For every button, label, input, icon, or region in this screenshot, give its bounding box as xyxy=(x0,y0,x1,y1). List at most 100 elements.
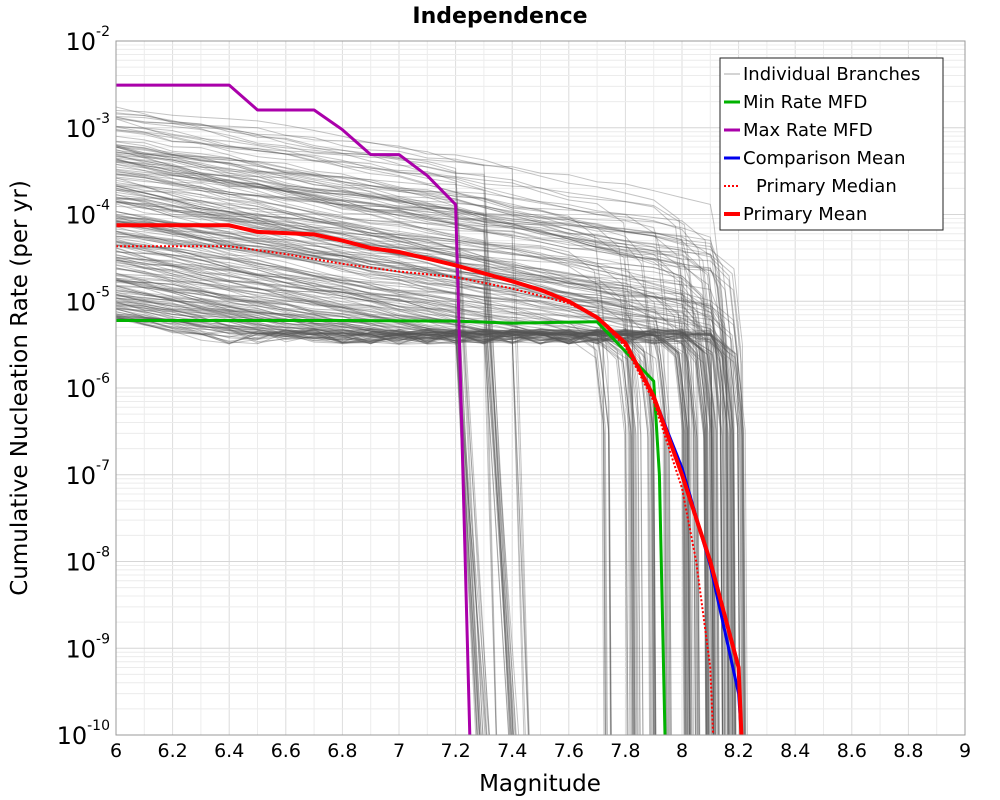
branch-line xyxy=(116,285,690,735)
y-tick-label: 10-5 xyxy=(65,284,110,316)
branch-line xyxy=(116,160,686,735)
branch-line xyxy=(116,185,611,735)
branch-line xyxy=(116,289,526,735)
branch-line xyxy=(116,158,636,735)
x-tick-label: 6.6 xyxy=(271,740,301,762)
branch-line xyxy=(116,279,477,735)
branch-line xyxy=(116,228,513,735)
branch-line xyxy=(116,291,731,735)
legend-label: Comparison Mean xyxy=(743,148,906,169)
branch-line xyxy=(116,251,516,735)
branch-line xyxy=(116,299,726,735)
series-line-1 xyxy=(116,319,667,735)
x-tick-label: 6.8 xyxy=(327,740,357,762)
x-tick-label: 9 xyxy=(959,740,971,762)
branch-line xyxy=(116,235,707,735)
x-tick-label: 6.4 xyxy=(214,740,244,762)
x-tick-label: 8.4 xyxy=(780,740,810,762)
branch-line xyxy=(116,294,510,735)
branch-line xyxy=(116,259,716,735)
branch-line xyxy=(116,280,525,735)
branch-line xyxy=(116,163,694,735)
branch-line xyxy=(116,279,488,735)
branch-line xyxy=(116,268,629,735)
branch-line xyxy=(116,313,736,735)
branch-line xyxy=(116,317,628,735)
branch-line xyxy=(116,217,724,735)
branch-line xyxy=(116,158,691,735)
branch-line xyxy=(116,233,714,735)
branch-line xyxy=(116,144,746,735)
branch-line xyxy=(116,196,632,735)
branch-line xyxy=(116,198,707,735)
branch-line xyxy=(116,161,723,735)
branch-line xyxy=(116,317,670,735)
branch-line xyxy=(116,185,713,735)
branch-line xyxy=(116,272,638,735)
branch-line xyxy=(116,200,635,735)
branch-line xyxy=(116,282,690,735)
branch-line xyxy=(116,200,744,735)
x-tick-label: 6 xyxy=(110,740,122,762)
branch-line xyxy=(116,264,490,735)
branch-line xyxy=(116,257,478,735)
x-tick-label: 8 xyxy=(676,740,688,762)
branch-line xyxy=(116,318,639,735)
branch-line xyxy=(116,316,655,735)
branch-line xyxy=(116,293,693,735)
branch-line xyxy=(116,125,517,735)
branch-line xyxy=(116,279,734,735)
branch-line xyxy=(116,267,612,735)
branch-line xyxy=(116,219,687,735)
branch-line xyxy=(116,301,655,735)
branch-line xyxy=(116,116,515,735)
branch-line xyxy=(116,187,708,735)
branch-line xyxy=(116,277,487,735)
branch-line xyxy=(116,244,707,735)
branch-line xyxy=(116,241,709,735)
x-tick-label: 7.6 xyxy=(554,740,584,762)
branch-line xyxy=(116,159,514,735)
x-tick-label: 8.2 xyxy=(723,740,753,762)
branch-line xyxy=(116,238,746,735)
branch-line xyxy=(116,118,710,735)
branch-line xyxy=(116,118,490,735)
branch-line xyxy=(116,170,708,735)
branch-line xyxy=(116,210,716,735)
branch-line xyxy=(116,256,713,735)
branch-line xyxy=(116,149,699,735)
branch-line xyxy=(116,215,668,735)
branch-line xyxy=(116,149,720,735)
branch-line xyxy=(116,307,612,735)
branch-line xyxy=(116,129,488,735)
branch-line xyxy=(116,218,700,735)
branch-line xyxy=(116,315,497,735)
branch-line xyxy=(116,287,607,735)
branch-line xyxy=(116,211,736,735)
branch-line xyxy=(116,279,612,735)
branch-line xyxy=(116,226,730,735)
branch-line xyxy=(116,173,498,735)
branch-line xyxy=(116,308,629,735)
branch-line xyxy=(116,182,712,735)
individual-branches-series xyxy=(116,106,748,735)
branch-line xyxy=(116,246,688,735)
y-tick-label: 10-4 xyxy=(65,198,110,230)
branch-line xyxy=(116,295,478,735)
branch-line xyxy=(116,235,672,735)
branch-line xyxy=(116,254,478,735)
branch-line xyxy=(116,268,652,735)
branch-line xyxy=(116,243,709,735)
branch-line xyxy=(116,294,707,735)
branch-line xyxy=(116,141,667,735)
branch-line xyxy=(116,316,716,735)
x-tick-label: 8.8 xyxy=(893,740,923,762)
branch-line xyxy=(116,200,497,735)
branch-line xyxy=(116,129,696,735)
branch-line xyxy=(116,290,698,735)
branch-line xyxy=(116,237,513,735)
branch-line xyxy=(116,200,724,735)
branch-line xyxy=(116,174,714,735)
branch-line xyxy=(116,203,520,735)
branch-line xyxy=(116,277,707,735)
